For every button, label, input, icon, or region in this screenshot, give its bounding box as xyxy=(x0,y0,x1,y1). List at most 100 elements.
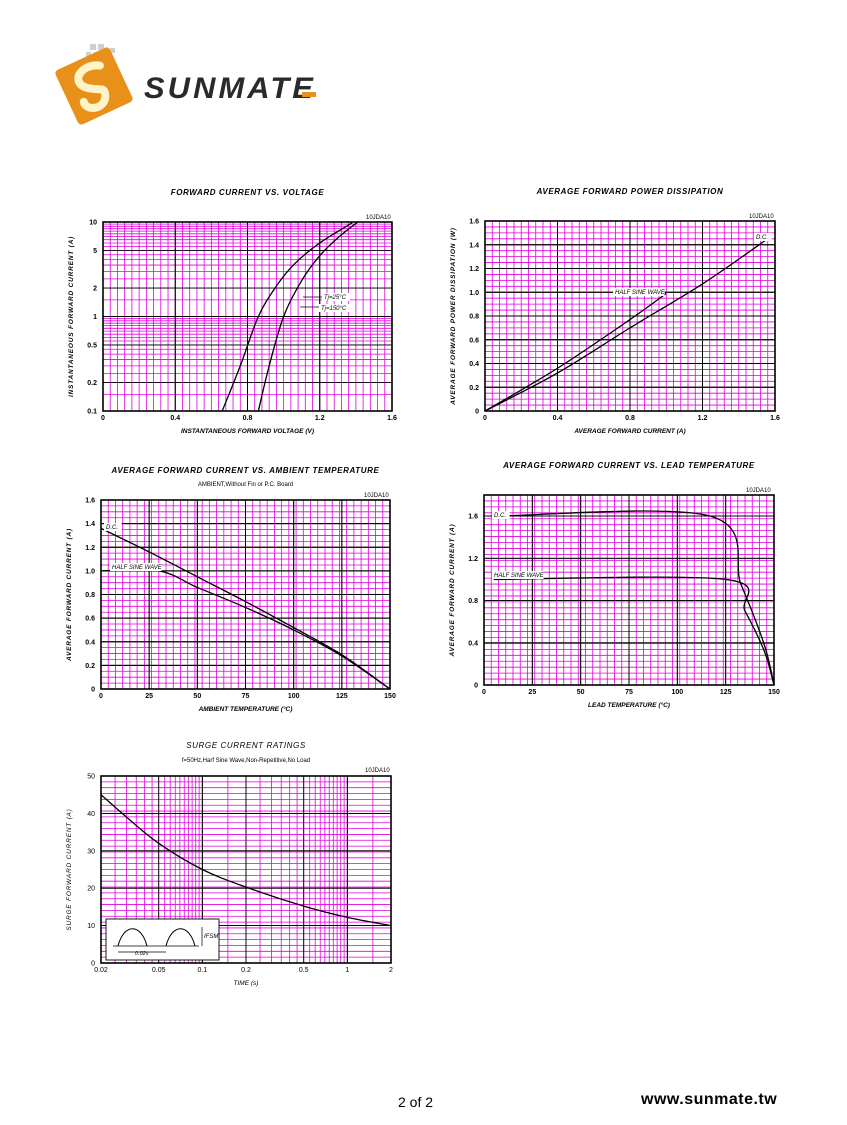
y-tick-label: 1.2 xyxy=(85,545,95,552)
y-tick-label: 0.5 xyxy=(87,342,97,349)
x-tick-label: 100 xyxy=(671,689,683,696)
y-axis-label: AVERAGE FORWARD POWER DISSIPATION (W) xyxy=(450,227,457,406)
y-tick-label: 2 xyxy=(93,286,97,293)
logo-wordmark: SUNMATE xyxy=(144,72,316,105)
x-axis-label: AMBIENT TEMPERATURE (°C) xyxy=(198,705,293,713)
series-label-bg xyxy=(104,523,122,531)
y-tick-label: 0.8 xyxy=(468,598,478,605)
series-line xyxy=(493,576,775,686)
chart-grid xyxy=(102,221,393,412)
chart-1: 0 0.4 0.8 1.2 1.6 0.1 0.2 0.5 1 2 5 10 FORWARD CURRE… xyxy=(68,188,397,435)
sunmate-logo: SUNMATE xyxy=(55,44,316,125)
plot-frame xyxy=(484,220,776,412)
series-label-bg xyxy=(613,288,665,296)
x-tick-label: 50 xyxy=(193,693,201,700)
website-url[interactable]: www.sunmate.tw xyxy=(641,1091,778,1108)
x-tick-label: 100 xyxy=(288,693,300,700)
x-tick-label: 0 xyxy=(482,689,486,696)
y-tick-label: 0.2 xyxy=(469,385,479,392)
series-label-bg xyxy=(754,233,772,241)
y-tick-label: 1.6 xyxy=(469,219,479,226)
x-tick-label: 0 xyxy=(99,693,103,700)
y-tick-label: 0.4 xyxy=(468,640,478,647)
x-tick-label: 1.2 xyxy=(698,415,708,422)
x-tick-label: 1.6 xyxy=(770,415,780,422)
y-tick-label: 10 xyxy=(89,220,97,227)
x-tick-label: 0.8 xyxy=(243,415,253,422)
y-tick-label: 0 xyxy=(91,961,95,968)
series-line xyxy=(484,292,667,412)
chart-4: 0 25 50 75 100 125 150 0 0.4 0.8 1.2 1.6 AVERAGE FOR… xyxy=(449,461,780,709)
y-tick-label: 0.4 xyxy=(85,639,95,646)
plot-frame xyxy=(100,499,391,690)
x-axis-label: LEAD TEMPERATURE (°C) xyxy=(588,701,670,709)
x-tick-label: 1 xyxy=(345,967,349,974)
chart-subtitle: f=50Hz,Harf Sine Wave,Non-Repetitive,No … xyxy=(182,758,310,764)
inset-period-label: 0.02s xyxy=(135,951,149,957)
x-tick-label: 0.8 xyxy=(625,415,635,422)
waveform-inset: IFSM 0.02s xyxy=(105,918,220,961)
y-tick-label: 1 xyxy=(93,314,97,321)
series-label-bg xyxy=(319,304,351,312)
series-label: HALF SINE WAVE xyxy=(615,290,666,296)
y-tick-label: 1.6 xyxy=(468,514,478,521)
y-tick-label: 1.2 xyxy=(469,266,479,273)
x-tick-label: 1.2 xyxy=(315,415,325,422)
chart-title: AVERAGE FORWARD POWER DISSIPATION xyxy=(536,187,724,196)
y-tick-label: 0 xyxy=(475,409,479,416)
half-sine-pulse xyxy=(165,928,196,947)
x-tick-label: 0.05 xyxy=(152,967,166,974)
chart-grid xyxy=(100,499,391,690)
logo-underline-dot xyxy=(302,92,316,97)
x-axis-label: AVERAGE FORWARD CURRENT (A) xyxy=(573,428,685,435)
y-tick-label: 10 xyxy=(87,923,95,930)
chart-title: AVERAGE FORWARD CURRENT VS. LEAD TEMPERA… xyxy=(502,461,755,470)
x-tick-label: 150 xyxy=(768,689,780,696)
y-tick-label: 30 xyxy=(87,848,95,855)
series-label-bg xyxy=(492,571,544,579)
x-tick-label: 125 xyxy=(720,689,732,696)
y-tick-label: 0.6 xyxy=(85,616,95,623)
y-tick-label: 1.0 xyxy=(85,568,95,575)
x-tick-label: 0.1 xyxy=(197,967,207,974)
plot-frame xyxy=(100,775,392,964)
page-number: 2 of 2 xyxy=(398,1094,434,1110)
series-label: D.C. xyxy=(494,513,506,519)
x-tick-label: 75 xyxy=(625,689,633,696)
series-label-bg xyxy=(492,511,510,519)
y-tick-label: 0 xyxy=(474,683,478,690)
y-tick-label: 0.4 xyxy=(469,361,479,368)
part-number: 10JDA10 xyxy=(746,488,771,494)
y-tick-label: 1.0 xyxy=(469,290,479,297)
y-tick-label: 0.2 xyxy=(87,380,97,387)
chart-subtitle: AMBIENT,Without Fin or P.C. Board xyxy=(198,482,293,488)
part-number: 10JDA10 xyxy=(749,214,774,220)
x-axis-label: TIME (s) xyxy=(234,980,259,987)
series-label-bg xyxy=(110,563,162,571)
y-tick-label: 1.2 xyxy=(468,556,478,563)
y-axis-label: AVERAGE FORWARD CURRENT (A) xyxy=(449,524,456,658)
series-label: D.C. xyxy=(756,235,768,241)
plot-frame xyxy=(102,221,393,412)
y-tick-label: 5 xyxy=(93,248,97,255)
series-line xyxy=(100,527,391,690)
y-tick-label: 1.4 xyxy=(469,242,479,249)
series-label: Tj=25°C xyxy=(324,295,347,301)
series-label: HALF SINE WAVE xyxy=(494,573,545,579)
x-tick-label: 0.4 xyxy=(170,415,180,422)
part-number: 10JDA10 xyxy=(366,215,391,221)
x-tick-label: 1.6 xyxy=(387,415,397,422)
chart-grid xyxy=(484,220,776,412)
x-tick-label: 25 xyxy=(528,689,536,696)
y-tick-label: 0.2 xyxy=(85,663,95,670)
half-sine-pulse xyxy=(117,928,148,947)
x-tick-label: 0.4 xyxy=(553,415,563,422)
x-tick-label: 0 xyxy=(483,415,487,422)
inset-frame xyxy=(105,918,220,961)
x-tick-label: 0 xyxy=(101,415,105,422)
y-tick-label: 0.8 xyxy=(469,314,479,321)
chart-title: AVERAGE FORWARD CURRENT VS. AMBIENT TEMP… xyxy=(111,466,380,475)
series-line xyxy=(484,239,767,412)
chart-3: 0 25 50 75 100 125 150 0 0.2 0.4 0.6 0.8 1.0 1.2 1.4 1.… xyxy=(66,466,396,713)
